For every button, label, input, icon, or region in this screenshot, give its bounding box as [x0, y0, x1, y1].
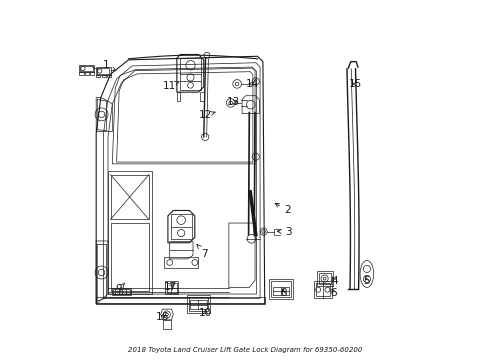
Bar — [187, 296, 210, 313]
Text: 6: 6 — [331, 288, 337, 298]
Text: 9: 9 — [116, 283, 125, 294]
Bar — [85, 72, 89, 75]
Bar — [80, 66, 93, 71]
Text: 15: 15 — [349, 79, 362, 89]
Bar — [90, 72, 95, 75]
Bar — [191, 300, 207, 309]
Text: 2018 Toyota Land Cruiser Lift Gate Lock Diagram for 69350-60200: 2018 Toyota Land Cruiser Lift Gate Lock … — [128, 347, 362, 354]
Bar — [102, 75, 106, 77]
Bar — [270, 279, 293, 299]
Bar — [112, 288, 131, 296]
Bar — [107, 75, 111, 77]
Bar — [113, 289, 130, 294]
Text: 16: 16 — [156, 312, 169, 322]
Text: 8: 8 — [280, 288, 287, 298]
Bar — [96, 67, 111, 75]
Text: 12: 12 — [199, 111, 215, 121]
Bar — [317, 271, 333, 286]
Bar — [167, 283, 176, 293]
Text: 1: 1 — [102, 60, 116, 71]
Bar — [273, 287, 289, 296]
Text: 5: 5 — [364, 276, 370, 286]
Text: 3: 3 — [277, 227, 292, 237]
Bar — [316, 283, 330, 296]
Bar — [97, 68, 109, 74]
Text: 4: 4 — [331, 276, 338, 286]
Bar — [96, 75, 100, 77]
Bar — [318, 273, 331, 284]
Text: 10: 10 — [199, 309, 212, 318]
Bar — [189, 297, 208, 311]
Text: 13: 13 — [227, 97, 240, 107]
Text: 2: 2 — [275, 203, 292, 216]
Bar — [166, 282, 178, 294]
Text: 14: 14 — [245, 79, 259, 89]
Text: 11: 11 — [162, 81, 179, 91]
Bar — [79, 72, 84, 75]
Bar — [79, 64, 94, 72]
Text: 7: 7 — [197, 244, 208, 258]
Bar — [314, 282, 332, 298]
Text: 17: 17 — [164, 282, 177, 292]
Bar — [271, 281, 291, 297]
